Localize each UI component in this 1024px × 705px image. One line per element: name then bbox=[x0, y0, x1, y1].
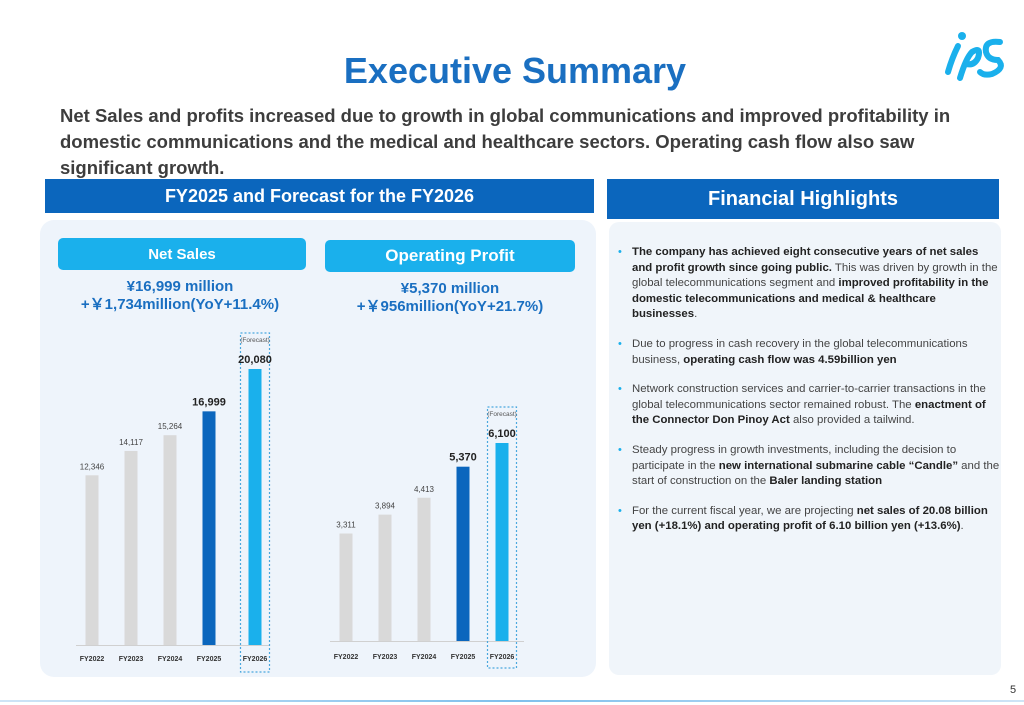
net-sales-tab: Net Sales bbox=[58, 238, 306, 270]
highlight-item: For the current fiscal year, we are proj… bbox=[614, 504, 1000, 535]
highlight-text: For the current fiscal year, we are proj… bbox=[632, 504, 857, 517]
x-tick-label: FY2023 bbox=[119, 656, 144, 663]
highlight-item: Steady progress in growth investments, i… bbox=[614, 443, 1000, 490]
forecast-box bbox=[486, 406, 518, 669]
x-tick-label: FY2022 bbox=[334, 654, 359, 661]
bar-fy2023 bbox=[378, 514, 392, 641]
x-tick-label: FY2025 bbox=[197, 656, 222, 663]
data-label: 16,999 bbox=[192, 396, 226, 408]
highlight-emphasis: operating cash flow was 4.59billion yen bbox=[683, 353, 897, 366]
highlight-text: also provided a tailwind. bbox=[789, 414, 915, 427]
bar-fy2024 bbox=[417, 497, 431, 641]
company-logo bbox=[945, 32, 1004, 81]
highlight-item: Network construction services and carrie… bbox=[614, 382, 1000, 429]
x-tick-label: FY2026 bbox=[243, 656, 268, 663]
net-sales-change: +￥1,734million(YoY+11.4%) bbox=[80, 296, 280, 313]
highlight-text: Due to progress in cash recovery in the … bbox=[632, 337, 968, 366]
operating-profit-summary: ¥5,370 million +￥956million(YoY+21.7%) bbox=[310, 280, 590, 316]
operating-profit-tab: Operating Profit bbox=[325, 240, 575, 272]
page-title: Executive Summary bbox=[343, 50, 687, 91]
highlight-text: This was driven by growth in the global … bbox=[632, 261, 998, 290]
highlight-emphasis: Baler landing station bbox=[769, 475, 883, 488]
highlights-list: The company has achieved eight consecuti… bbox=[614, 245, 1000, 549]
data-label: 3,894 bbox=[375, 502, 396, 511]
net-sales-value: ¥16,999 million bbox=[126, 278, 234, 295]
bar-fy2024 bbox=[163, 435, 177, 645]
highlight-item: The company has achieved eight consecuti… bbox=[614, 245, 1000, 323]
data-label: 15,264 bbox=[158, 422, 183, 431]
highlight-text: . bbox=[960, 520, 964, 533]
bar-fy2026 bbox=[495, 443, 509, 641]
x-tick-label: FY2022 bbox=[80, 656, 105, 663]
bar-fy2025 bbox=[202, 411, 216, 645]
operating-profit-change: +￥956million(YoY+21.7%) bbox=[356, 298, 544, 315]
net-sales-summary: ¥16,999 million +￥1,734million(YoY+11.4%… bbox=[40, 278, 320, 314]
x-tick-label: FY2025 bbox=[451, 654, 476, 661]
summary-text: Net Sales and profits increased due to g… bbox=[60, 105, 951, 178]
x-tick-label: FY2024 bbox=[158, 656, 183, 663]
x-tick-label: FY2026 bbox=[490, 654, 515, 661]
highlight-emphasis: net sales of 20.08 billion yen (+18.1%) … bbox=[632, 504, 988, 533]
data-label: 14,117 bbox=[119, 438, 143, 447]
forecast-section-header: FY2025 and Forecast for the FY2026 bbox=[45, 179, 594, 213]
bar-fy2026 bbox=[248, 369, 262, 645]
data-label: 12,346 bbox=[80, 462, 105, 471]
highlights-section-header: Financial Highlights bbox=[607, 179, 999, 219]
data-label: 4,413 bbox=[414, 485, 435, 494]
data-label: 5,370 bbox=[449, 452, 477, 464]
data-label: 6,100 bbox=[488, 428, 516, 440]
highlight-text: . bbox=[694, 308, 698, 321]
footer-divider bbox=[0, 700, 1024, 702]
highlight-emphasis: The company has achieved eight consecuti… bbox=[632, 246, 979, 274]
data-label: 20,080 bbox=[238, 354, 272, 366]
highlight-text: Steady progress in growth investments, i… bbox=[632, 443, 957, 472]
x-tick-label: FY2023 bbox=[373, 654, 398, 661]
bar-fy2022 bbox=[339, 533, 353, 641]
highlight-emphasis: improved profitability in the domestic t… bbox=[632, 277, 989, 321]
highlight-text: Network construction services and carrie… bbox=[632, 383, 986, 411]
bar-fy2022 bbox=[85, 475, 99, 645]
forecast-label: (Forecast) bbox=[240, 337, 270, 344]
highlight-emphasis: new international submarine cable “Candl… bbox=[718, 459, 959, 472]
highlight-item: Due to progress in cash recovery in the … bbox=[614, 337, 1000, 368]
forecast-label: (Forecast) bbox=[487, 411, 517, 418]
operating-profit-value: ¥5,370 million bbox=[400, 280, 500, 297]
highlight-emphasis: enactment of the Connector Don Pinoy Act bbox=[632, 398, 986, 427]
highlight-text: and the start of construction on the bbox=[632, 459, 1000, 488]
page-number: 5 bbox=[1010, 684, 1017, 696]
bar-fy2025 bbox=[456, 466, 470, 641]
bar-fy2023 bbox=[124, 450, 138, 645]
data-label: 3,311 bbox=[336, 521, 356, 530]
x-tick-label: FY2024 bbox=[412, 654, 437, 661]
